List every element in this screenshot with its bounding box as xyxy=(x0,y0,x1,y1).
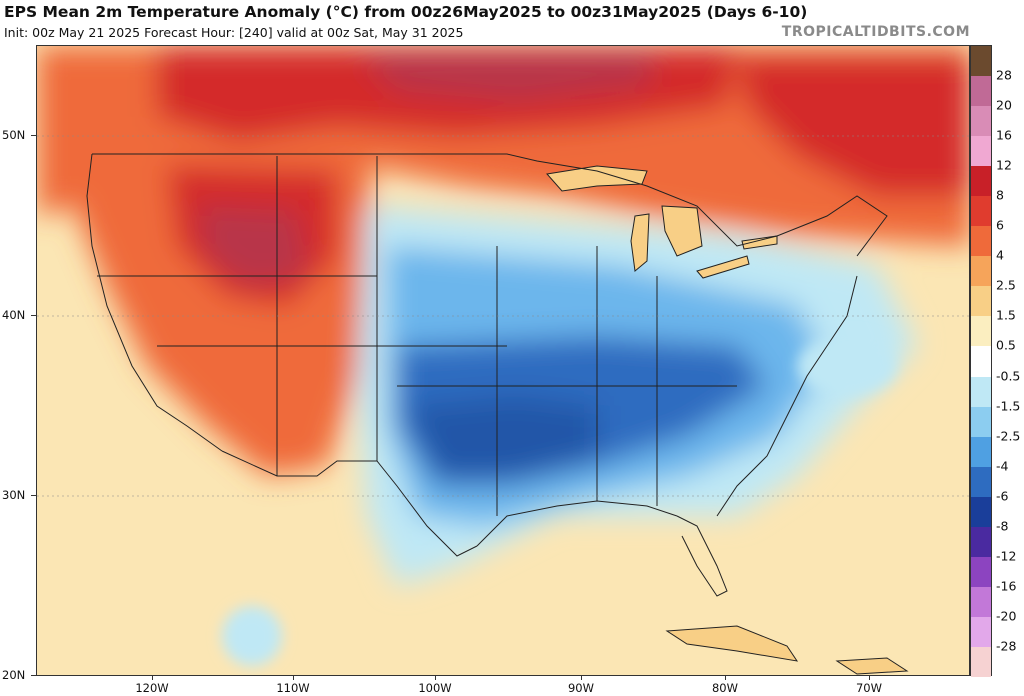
colorbar-tick-label: 6 xyxy=(996,217,1004,233)
colorbar-swatch xyxy=(971,376,991,408)
colorbar-swatch xyxy=(971,316,991,347)
lon-label-110w: 110W xyxy=(276,681,310,695)
lat-label-20n: 20N xyxy=(2,668,26,682)
colorbar-swatch xyxy=(971,166,991,197)
lat-tick-30n xyxy=(31,495,36,496)
colorbar-swatch xyxy=(971,436,991,468)
lake-ontario xyxy=(741,235,778,250)
colorbar-tick-label: 0.5 xyxy=(996,337,1016,353)
lake-huron xyxy=(661,205,703,257)
lat-tick-50n xyxy=(31,135,36,136)
great-basin-hot xyxy=(197,206,307,286)
hudson-warm-core xyxy=(357,51,657,101)
lake-michigan xyxy=(630,213,650,272)
lon-tick-90w xyxy=(581,676,582,680)
colorbar-tick-label: 8 xyxy=(996,187,1004,203)
lon-label-120w: 120W xyxy=(135,681,169,695)
atlantic-cool-patch xyxy=(222,336,897,666)
lon-tick-100w xyxy=(435,676,436,680)
texas-cold-core xyxy=(407,396,597,476)
colorbar-tick-label: 2.5 xyxy=(996,277,1016,293)
lon-label-90w: 90W xyxy=(567,681,595,695)
colorbar-tick-label: -20 xyxy=(996,608,1017,624)
colorbar-swatch xyxy=(971,526,991,558)
colorbar-tick-label: 1.5 xyxy=(996,307,1016,323)
colorbar-swatch xyxy=(971,556,991,588)
colorbar-tick-label: -28 xyxy=(996,638,1017,654)
us-canada-border xyxy=(92,153,888,257)
pacific-cool-ellipse xyxy=(222,606,282,666)
colorbar xyxy=(970,45,992,678)
chart-subtitle: Init: 00z May 21 2025 Forecast Hour: [24… xyxy=(4,25,464,40)
lat-label-50n: 50N xyxy=(2,128,26,142)
colorbar-swatch xyxy=(971,646,991,678)
colorbar-tick-label: -6 xyxy=(996,488,1009,504)
east-coast xyxy=(716,275,858,517)
colorbar-swatch xyxy=(971,196,991,227)
colorbar-tick-label: -0.5 xyxy=(996,368,1021,384)
colorbar-swatch xyxy=(971,46,991,77)
colorbar-tick-label: 28 xyxy=(996,67,1012,83)
lon-label-80w: 80W xyxy=(711,681,739,695)
cuba xyxy=(665,625,799,662)
colorbar-swatch xyxy=(971,256,991,287)
chart-title: EPS Mean 2m Temperature Anomaly (°C) fro… xyxy=(4,3,808,21)
colorbar-tick-label: 12 xyxy=(996,157,1012,173)
lon-tick-120w xyxy=(152,676,153,680)
colorbar-tick-label: 16 xyxy=(996,127,1012,143)
lon-label-100w: 100W xyxy=(418,681,452,695)
map-canvas xyxy=(37,46,969,675)
colorbar-tick-label: -1.5 xyxy=(996,398,1021,414)
colorbar-swatch xyxy=(971,286,991,317)
caribbean-islands xyxy=(665,625,909,675)
colorbar-swatch xyxy=(971,616,991,648)
colorbar-tick-label: 4 xyxy=(996,247,1004,263)
colorbar-tick-label: -4 xyxy=(996,458,1009,474)
anomaly-map xyxy=(36,45,970,676)
colorbar-swatch xyxy=(971,406,991,438)
quebec-warm xyxy=(737,56,969,196)
colorbar-tick-label: -16 xyxy=(996,578,1017,594)
colorbar-swatch xyxy=(971,106,991,137)
florida xyxy=(676,515,728,597)
lon-tick-80w xyxy=(725,676,726,680)
brand-watermark: TROPICALTIDBITS.COM xyxy=(781,24,970,40)
colorbar-tick-label: -2.5 xyxy=(996,428,1021,444)
colorbar-swatch xyxy=(971,496,991,528)
hispaniola xyxy=(835,657,909,675)
lon-tick-110w xyxy=(293,676,294,680)
colorbar-swatch xyxy=(971,76,991,107)
lat-tick-40n xyxy=(31,315,36,316)
colorbar-tick-label: -8 xyxy=(996,518,1009,534)
lat-tick-20n xyxy=(31,675,36,676)
lon-label-70w: 70W xyxy=(855,681,883,695)
colorbar-tick-label: -12 xyxy=(996,548,1017,564)
colorbar-swatch xyxy=(971,226,991,257)
colorbar-swatch xyxy=(971,346,991,378)
lake-erie xyxy=(696,255,750,279)
colorbar-swatch xyxy=(971,586,991,618)
gulf-coast xyxy=(476,500,678,547)
lon-tick-70w xyxy=(869,676,870,680)
lat-label-30n: 30N xyxy=(2,488,26,502)
political-borders xyxy=(86,153,888,597)
colorbar-swatch xyxy=(971,136,991,167)
colorbar-tick-label: 20 xyxy=(996,97,1012,113)
colorbar-swatch xyxy=(971,466,991,498)
lat-label-40n: 40N xyxy=(2,308,26,322)
us-west-coast xyxy=(86,153,223,452)
graticule xyxy=(37,135,969,497)
great-lakes xyxy=(546,165,778,279)
atlantic-cool-ellipse xyxy=(797,336,897,396)
